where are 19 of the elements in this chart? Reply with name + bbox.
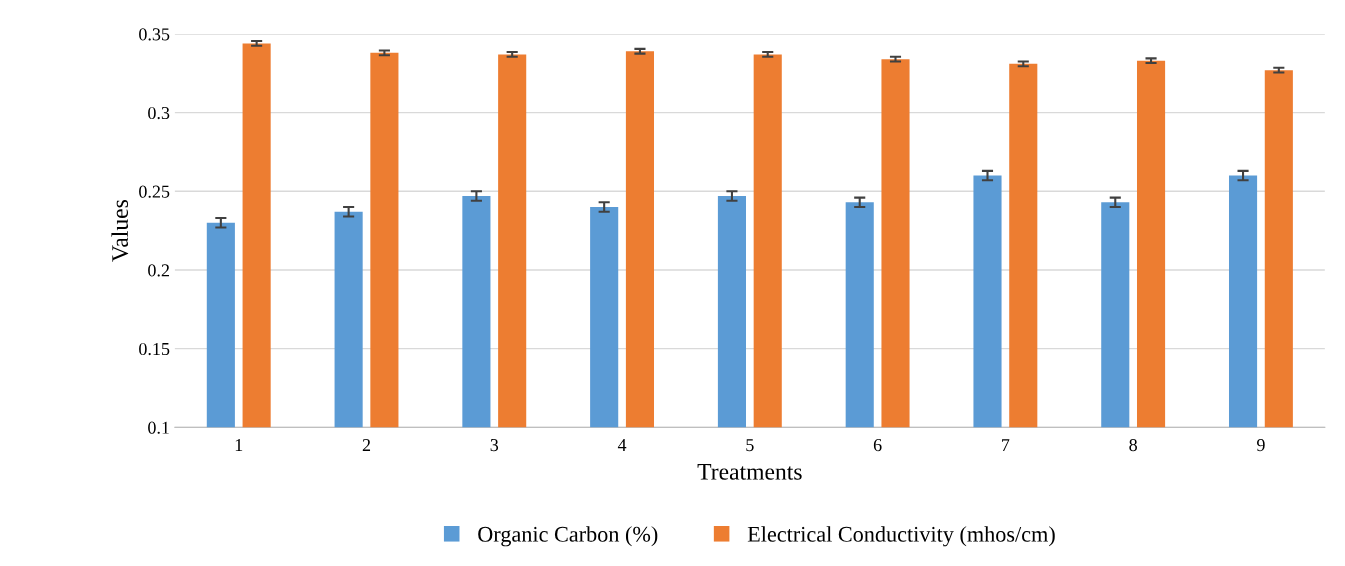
y-tick-label: 0.3 [148, 106, 170, 120]
x-tick-label: 9 [1257, 439, 1265, 452]
x-tick-label: 5 [746, 439, 754, 452]
x-axis-title: Treatments [697, 464, 802, 480]
legend-label: Electrical Conductivity (mhos/cm) [747, 526, 1055, 547]
y-tick-label: 0.2 [148, 264, 169, 277]
x-tick-label: 6 [873, 439, 882, 452]
y-tick-label: 0.15 [139, 342, 170, 356]
x-tick-label: 3 [490, 439, 499, 452]
x-tick-label: 2 [362, 439, 371, 451]
x-tick-label: 8 [1129, 438, 1137, 452]
x-tick-label: 1 [235, 439, 243, 451]
x-tick-label: 4 [617, 439, 627, 451]
y-tick-label: 0.35 [139, 28, 170, 41]
y-tick-label: 0.1 [148, 421, 169, 434]
y-axis-title: Values [111, 200, 129, 262]
x-tick-label: 7 [1002, 439, 1010, 451]
y-tick-label: 0.25 [139, 185, 170, 198]
legend-label: Organic Carbon (%) [478, 526, 658, 547]
